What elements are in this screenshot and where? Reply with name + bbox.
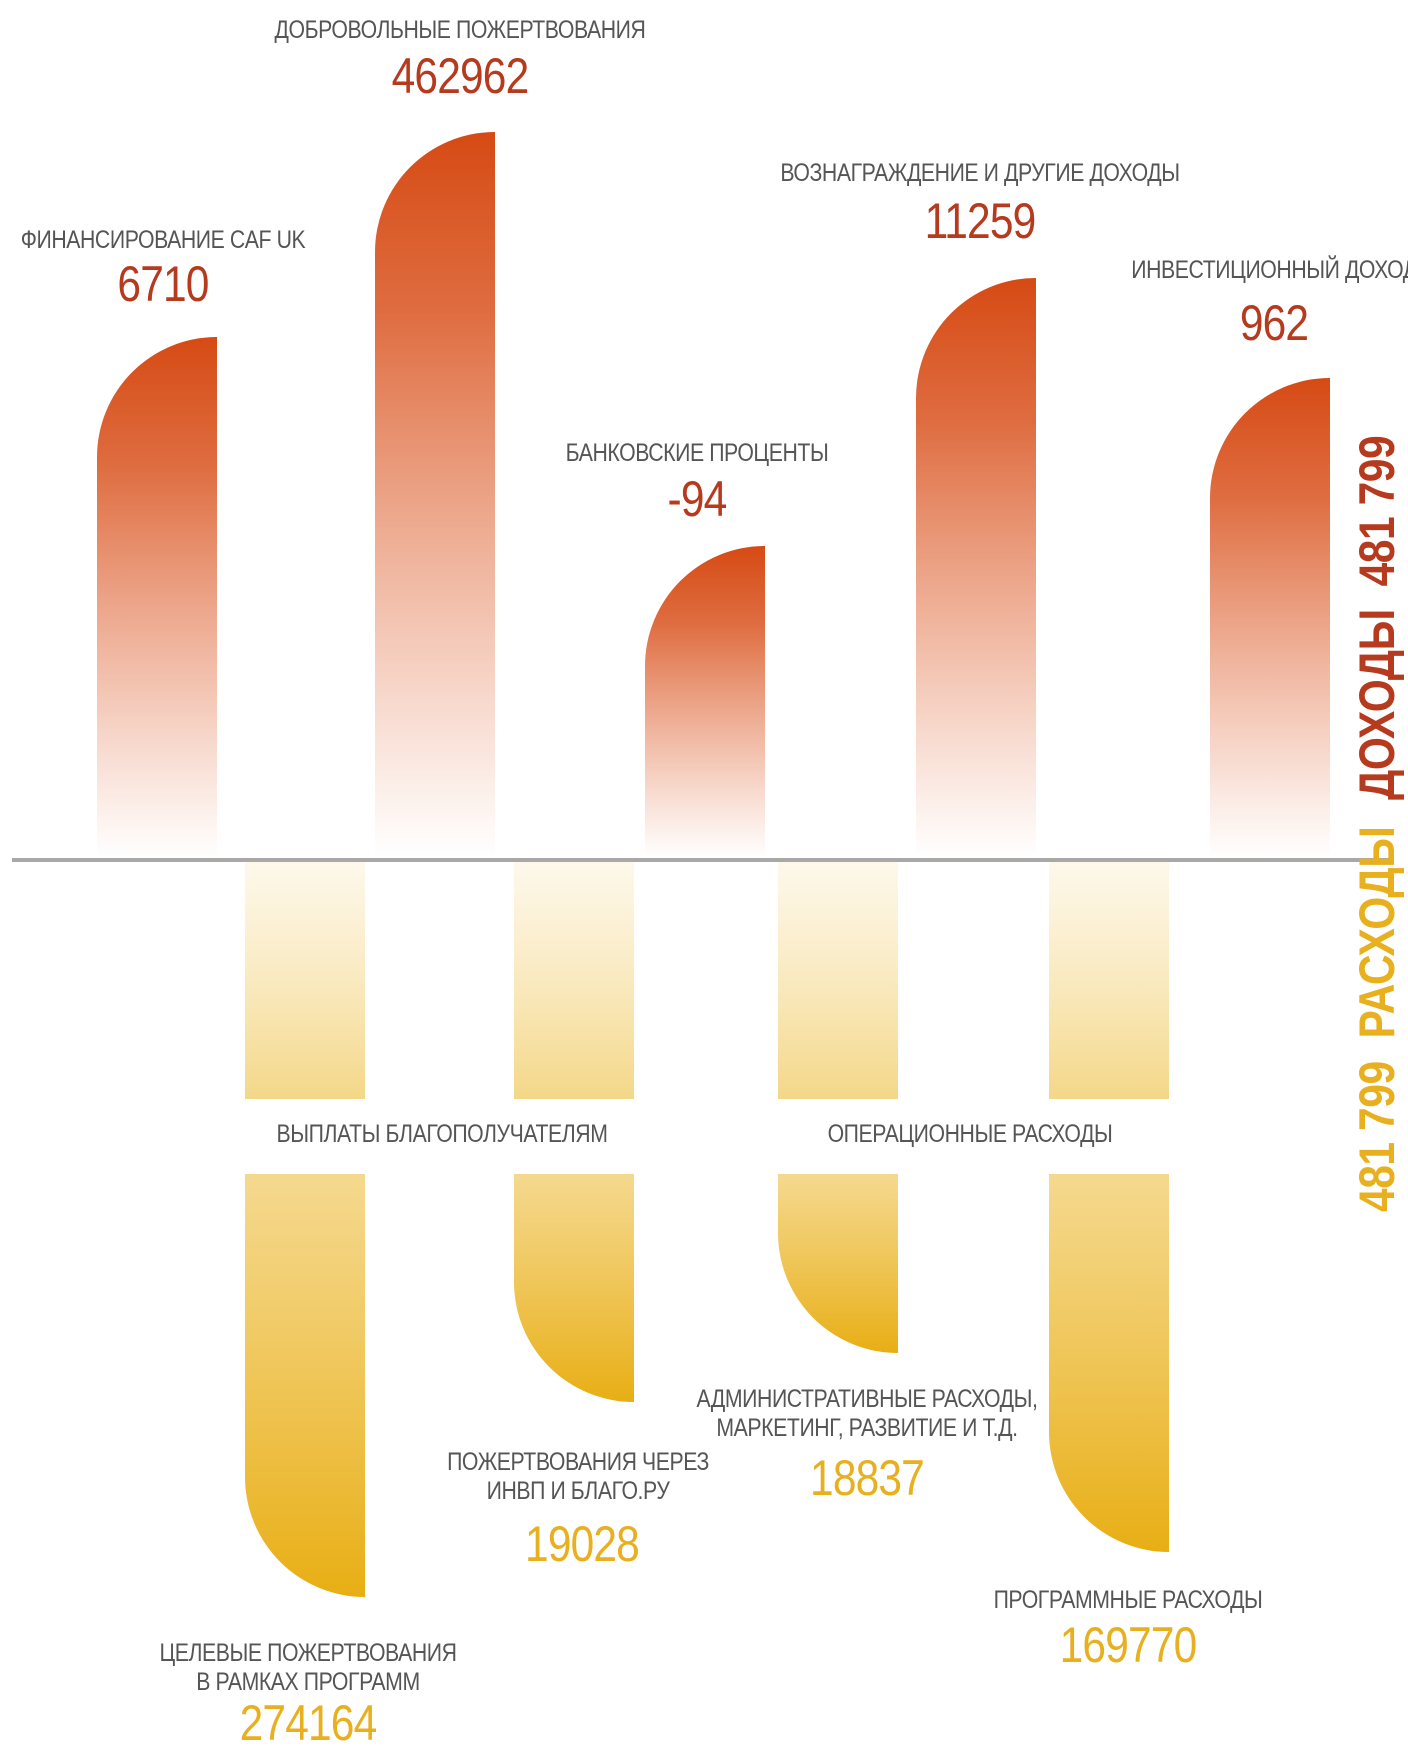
expense-group-bar-2: [778, 862, 898, 1099]
expense-group-bar-1: [514, 862, 634, 1099]
income-category-label-1: ДОБРОВОЛЬНЫЕ ПОЖЕРТВОВАНИЯ: [274, 16, 646, 44]
income-bar-3: [916, 278, 1036, 858]
expense-category-label-1-line1: ПОЖЕРТВОВАНИЯ ЧЕРЕЗ: [447, 1448, 709, 1476]
expense-group-label-1: ОПЕРАЦИОННЫЕ РАСХОДЫ: [827, 1120, 1113, 1148]
expense-category-label-0-line2: В РАМКАХ ПРОГРАММ: [196, 1668, 420, 1696]
expense-value-label-3: 169770: [1059, 1617, 1198, 1673]
expense-category-label-1-line2: ИНВП И БЛАГО.РУ: [486, 1477, 670, 1505]
expense-category-label-0-line1: ЦЕЛЕВЫЕ ПОЖЕРТВОВАНИЯ: [159, 1639, 457, 1667]
income-bar-1: [375, 132, 495, 858]
expense-bar-2: [778, 1174, 898, 1353]
expense-bar-1: [514, 1174, 634, 1402]
expense-total-value: 481 799: [1349, 1061, 1405, 1212]
expense-category-label-3: ПРОГРАММНЫЕ РАСХОДЫ: [993, 1586, 1263, 1614]
expense-group-bar-0: [245, 862, 365, 1099]
income-value-label-3: 11259: [924, 193, 1037, 249]
expense-bar-0: [245, 1174, 365, 1597]
income-category-label-0: ФИНАНСИРОВАНИЕ CAF UK: [20, 226, 306, 254]
income-category-label-2: БАНКОВСКИЕ ПРОЦЕНТЫ: [565, 439, 829, 467]
expense-title: РАСХОДЫ: [1349, 826, 1405, 1039]
income-bar-0: [97, 337, 217, 858]
expense-category-label-2-line2: МАРКЕТИНГ, РАЗВИТИЕ И Т.Д.: [716, 1414, 1018, 1442]
income-category-label-4: ИНВЕСТИЦИОННЫЙ ДОХОД: [1131, 256, 1408, 284]
income-value-label-0: 6710: [117, 256, 209, 312]
expense-value-label-1: 19028: [525, 1516, 640, 1572]
income-value-label-4: 962: [1239, 295, 1309, 351]
expense-group-bar-3: [1049, 862, 1169, 1099]
expense-bar-3: [1049, 1174, 1169, 1552]
income-total-value: 481 799: [1349, 435, 1405, 587]
income-bar-2: [645, 546, 765, 858]
expense-category-label-2-line1: АДМИНИСТРАТИВНЫЕ РАСХОДЫ,: [696, 1385, 1038, 1413]
income-bar-4: [1210, 378, 1330, 858]
income-category-label-3: ВОЗНАГРАЖДЕНИЕ И ДРУГИЕ ДОХОДЫ: [780, 159, 1180, 187]
expense-total-label: 481 799 РАСХОДЫ: [1348, 827, 1406, 1212]
income-value-label-2: -94: [667, 471, 728, 527]
income-total-label: ДОХОДЫ 481 799: [1348, 436, 1406, 800]
income-value-label-1: 462962: [391, 48, 530, 104]
expense-group-label-0: ВЫПЛАТЫ БЛАГОПОЛУЧАТЕЛЯМ: [276, 1120, 608, 1148]
expense-value-label-0: 274164: [239, 1695, 378, 1751]
expense-value-label-2: 18837: [810, 1450, 925, 1506]
income-title: ДОХОДЫ: [1349, 609, 1405, 800]
